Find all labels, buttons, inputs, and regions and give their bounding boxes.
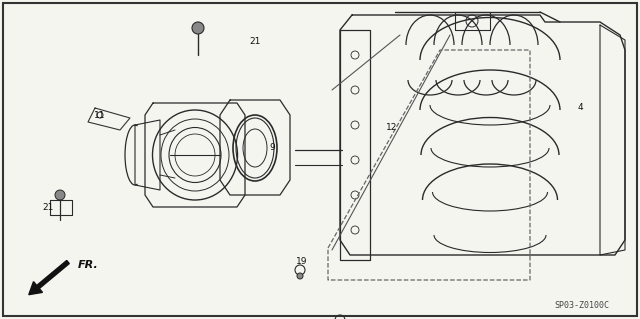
- Circle shape: [192, 22, 204, 34]
- Text: 19: 19: [296, 257, 308, 266]
- Text: 21: 21: [42, 204, 54, 212]
- Text: 12: 12: [387, 123, 397, 132]
- Circle shape: [55, 190, 65, 200]
- Text: SP03-Z0100C: SP03-Z0100C: [554, 300, 609, 309]
- Text: 11: 11: [94, 110, 106, 120]
- Text: FR.: FR.: [77, 260, 99, 270]
- Text: 4: 4: [577, 103, 583, 113]
- FancyArrow shape: [29, 261, 69, 295]
- Text: 9: 9: [269, 144, 275, 152]
- Circle shape: [297, 273, 303, 279]
- Text: 21: 21: [250, 38, 260, 47]
